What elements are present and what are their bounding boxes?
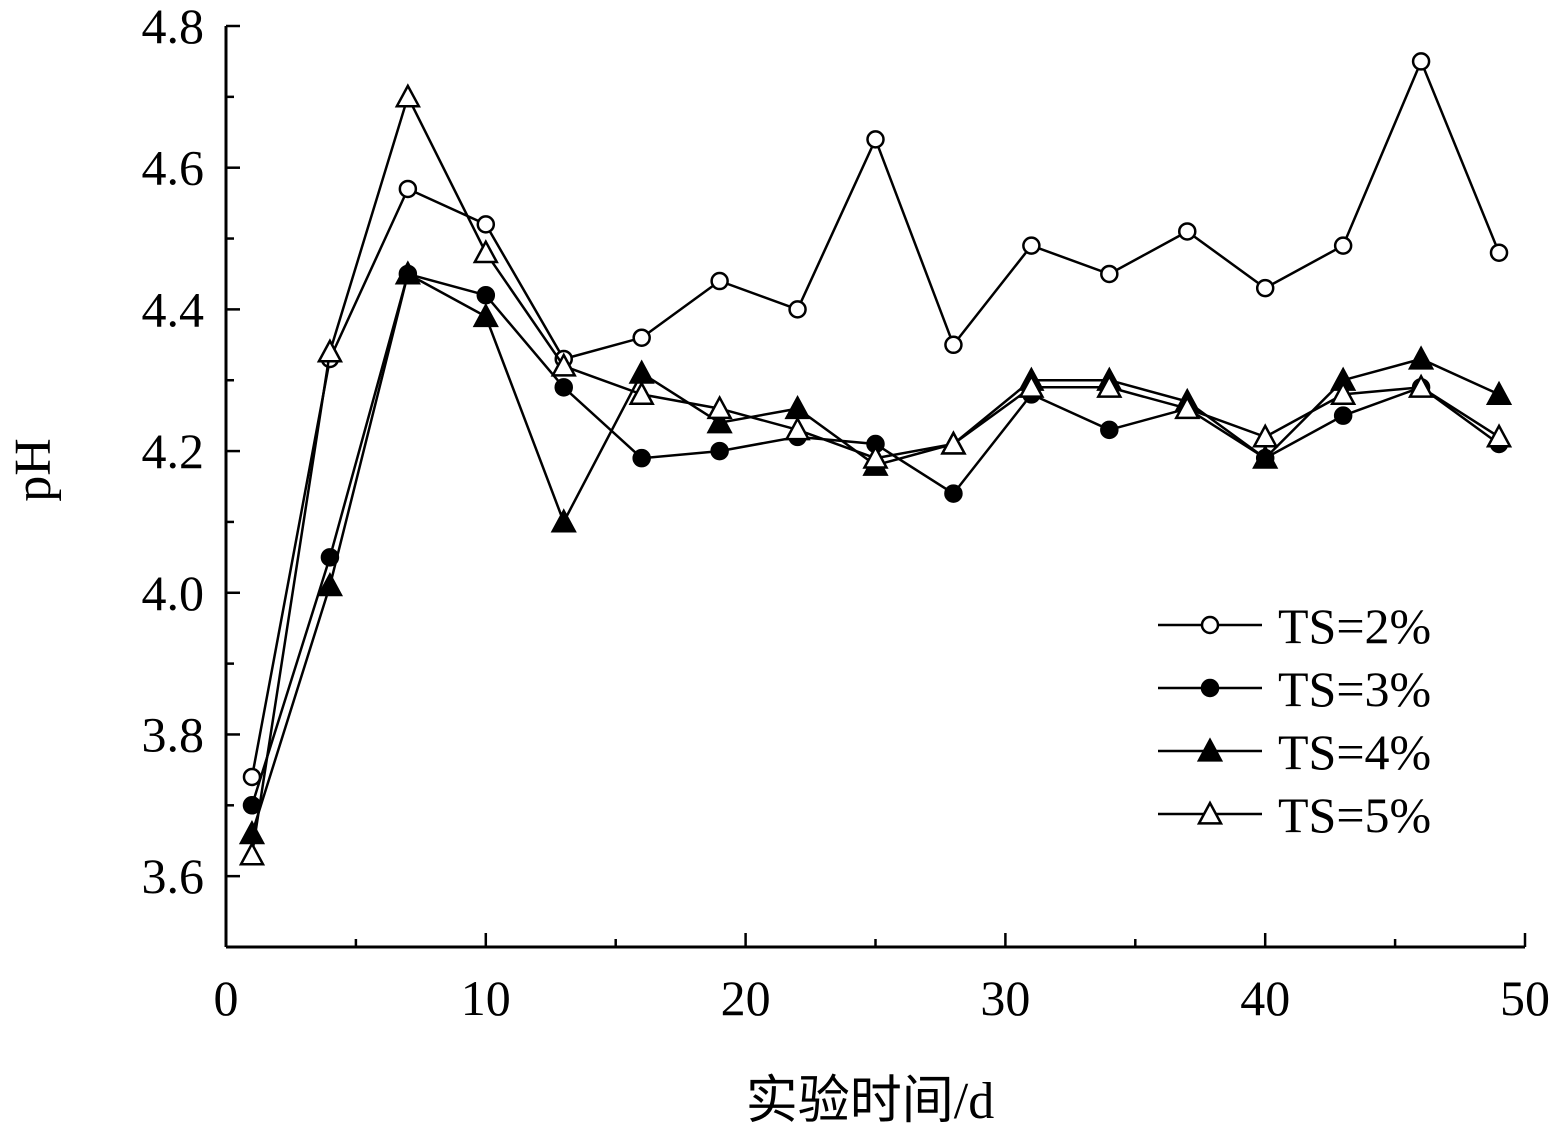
x-tick-label: 0 [214, 970, 239, 1026]
legend-marker [1200, 678, 1220, 698]
data-point [238, 820, 266, 845]
data-point [784, 416, 811, 441]
y-axis-title: pH [5, 438, 62, 502]
y-tick-label: 4.8 [142, 0, 205, 54]
legend-label: TS=4% [1278, 724, 1431, 780]
legend-item: TS=2% [1158, 598, 1431, 654]
data-point [550, 508, 577, 533]
data-point [706, 409, 733, 434]
legend-label: TS=3% [1278, 661, 1431, 717]
data-point [628, 359, 655, 384]
data-point [866, 130, 885, 149]
data-point [940, 430, 967, 455]
data-point [238, 841, 266, 866]
data-point [316, 572, 344, 597]
legend: TS=2% TS=3% TS=4% TS=5% [1158, 598, 1431, 843]
y-tick-label: 3.8 [142, 706, 205, 762]
y-tick-label: 3.6 [142, 848, 205, 904]
data-point [398, 179, 418, 199]
data-point [1252, 423, 1279, 448]
data-point [1411, 52, 1431, 71]
data-point [1096, 373, 1123, 398]
y-tick-label: 4.2 [142, 423, 205, 479]
x-tick-label: 30 [980, 970, 1030, 1026]
x-tick-label: 50 [1500, 970, 1550, 1026]
data-point [628, 380, 655, 405]
x-tick-label: 40 [1240, 970, 1290, 1026]
y-tick-label: 4.0 [142, 565, 205, 621]
data-point [394, 83, 421, 108]
data-point [394, 260, 421, 285]
data-point [1407, 373, 1435, 398]
data-point [1489, 243, 1509, 262]
y-tick-label: 4.6 [142, 140, 205, 196]
data-point [1330, 380, 1357, 405]
legend-item: TS=5% [1158, 787, 1431, 843]
data-point [710, 271, 729, 291]
data-point [944, 335, 963, 355]
data-point [1174, 394, 1201, 420]
legend-marker [1196, 800, 1224, 825]
legend-marker [1196, 737, 1224, 762]
x-axis-title: 实验时间/d [746, 1073, 994, 1129]
data-point [944, 484, 963, 503]
series-4 [238, 83, 1513, 866]
y-tick-label: 4.4 [142, 281, 205, 337]
data-point [1485, 380, 1513, 405]
data-point [1255, 278, 1275, 298]
legend-label: TS=5% [1278, 787, 1431, 843]
data-point [862, 444, 889, 469]
data-point [472, 302, 499, 328]
legend-marker [1200, 615, 1220, 635]
data-point [1022, 236, 1041, 255]
legend-label: TS=2% [1278, 598, 1431, 654]
data-point [632, 328, 651, 347]
series-layer [238, 52, 1513, 866]
data-point [1407, 345, 1435, 370]
data-point [1018, 373, 1045, 398]
data-point [632, 448, 651, 468]
legend-item: TS=3% [1158, 661, 1431, 717]
data-point [1333, 406, 1353, 425]
data-point [1100, 264, 1119, 284]
data-point [784, 394, 811, 420]
data-point [1485, 423, 1513, 448]
data-point [316, 338, 344, 363]
data-point [550, 352, 577, 377]
legend-item: TS=4% [1158, 724, 1431, 780]
data-point [710, 441, 729, 461]
data-point [1333, 236, 1353, 255]
data-point [1100, 420, 1119, 440]
x-tick-label: 10 [461, 970, 511, 1026]
data-point [472, 239, 499, 264]
data-point [1178, 222, 1197, 241]
data-point [242, 767, 262, 787]
data-point [706, 394, 733, 420]
data-point [476, 215, 496, 234]
axes: 0 10 20 30 40 50 3.6 3.8 4.0 4.2 4.4 4.6 4.8 [142, 0, 1551, 1026]
data-point [476, 285, 496, 305]
data-point [788, 300, 807, 319]
x-tick-label: 20 [721, 970, 771, 1026]
data-point [554, 378, 573, 397]
data-point [1252, 444, 1279, 469]
